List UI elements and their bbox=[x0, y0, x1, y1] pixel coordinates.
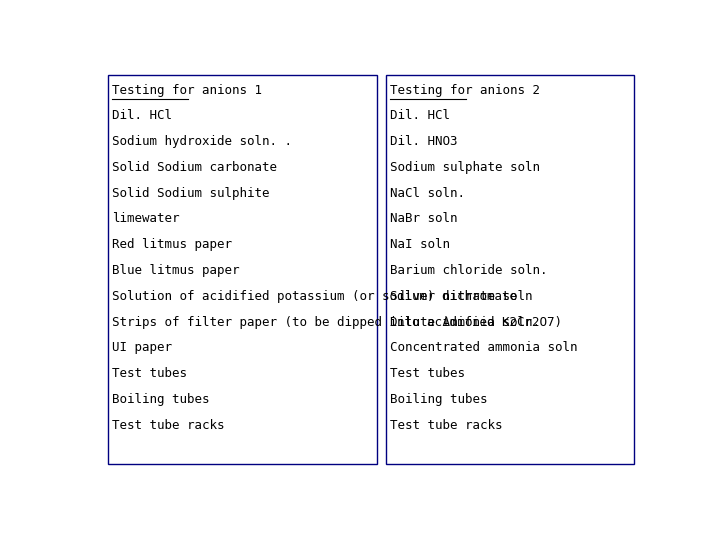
Bar bbox=[386, 75, 634, 464]
Text: Testing for anions 1: Testing for anions 1 bbox=[112, 84, 262, 97]
Text: Test tubes: Test tubes bbox=[390, 367, 465, 380]
Bar bbox=[108, 75, 377, 464]
Text: Test tube racks: Test tube racks bbox=[112, 418, 225, 431]
Text: Dil. HCl: Dil. HCl bbox=[112, 109, 172, 122]
Text: Dil. HCl: Dil. HCl bbox=[390, 109, 450, 122]
Text: Blue litmus paper: Blue litmus paper bbox=[112, 264, 240, 277]
Text: Sodium hydroxide soln. .: Sodium hydroxide soln. . bbox=[112, 135, 292, 148]
Text: Silver nitrate soln: Silver nitrate soln bbox=[390, 290, 533, 303]
Text: limewater: limewater bbox=[112, 212, 180, 225]
Text: NaI soln: NaI soln bbox=[390, 238, 450, 251]
Text: UI paper: UI paper bbox=[112, 341, 172, 354]
Text: Concentrated ammonia soln: Concentrated ammonia soln bbox=[390, 341, 577, 354]
Text: Solid Sodium carbonate: Solid Sodium carbonate bbox=[112, 161, 277, 174]
Text: Boiling tubes: Boiling tubes bbox=[390, 393, 487, 406]
Text: Solid Sodium sulphite: Solid Sodium sulphite bbox=[112, 187, 270, 200]
Text: Test tubes: Test tubes bbox=[112, 367, 187, 380]
Text: Strips of filter paper (to be dipped into acidified K2Cr2O7): Strips of filter paper (to be dipped int… bbox=[112, 315, 562, 328]
Text: Test tube racks: Test tube racks bbox=[390, 418, 503, 431]
Text: Boiling tubes: Boiling tubes bbox=[112, 393, 210, 406]
Text: Red litmus paper: Red litmus paper bbox=[112, 238, 233, 251]
Text: Dilute Ammonia soln.: Dilute Ammonia soln. bbox=[390, 315, 540, 328]
Text: Sodium sulphate soln: Sodium sulphate soln bbox=[390, 161, 540, 174]
Text: Testing for anions 2: Testing for anions 2 bbox=[390, 84, 540, 97]
Text: NaBr soln: NaBr soln bbox=[390, 212, 458, 225]
Text: Dil. HNO3: Dil. HNO3 bbox=[390, 135, 458, 148]
Text: Barium chloride soln.: Barium chloride soln. bbox=[390, 264, 548, 277]
Text: Solution of acidified potassium (or sodium) dichromate: Solution of acidified potassium (or sodi… bbox=[112, 290, 517, 303]
Text: NaCl soln.: NaCl soln. bbox=[390, 187, 465, 200]
